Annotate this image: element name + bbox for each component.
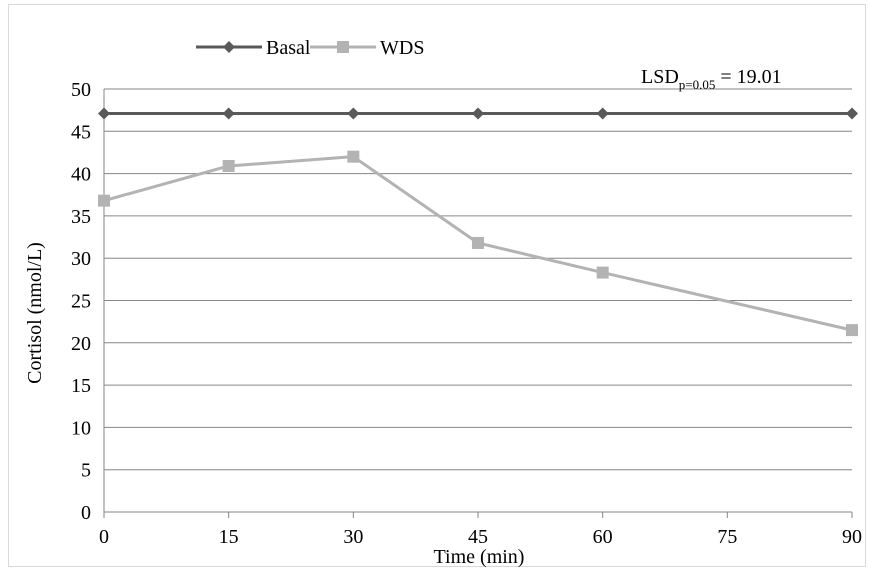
- data-point-basal: [472, 107, 484, 120]
- x-tick-label: 60: [593, 526, 613, 548]
- x-axis-title: Time (min): [434, 546, 525, 568]
- x-tick-label: 0: [99, 526, 109, 548]
- legend-marker-wds: [337, 41, 349, 53]
- x-tick-labels: 0 15 30 45 60 75 90: [99, 526, 862, 548]
- x-tick-label: 45: [468, 526, 488, 548]
- x-tick-label: 30: [343, 526, 363, 548]
- y-tick-label: 35: [71, 206, 91, 228]
- y-tick-label: 5: [81, 460, 91, 482]
- y-tick-label: 40: [71, 164, 91, 186]
- data-point-basal: [347, 107, 360, 120]
- y-tick-label: 50: [71, 79, 91, 101]
- legend-marker-basal: [223, 41, 235, 53]
- data-point-basal: [98, 107, 110, 120]
- x-tick-label: 90: [842, 526, 862, 548]
- y-tick-label: 0: [81, 502, 91, 524]
- data-point-wds: [472, 236, 484, 249]
- x-tick-label: 75: [717, 526, 737, 548]
- y-tick-label: 10: [71, 417, 91, 439]
- legend-label-wds: WDS: [380, 37, 424, 59]
- data-point-wds: [222, 159, 235, 172]
- data-point-basal: [846, 107, 858, 120]
- series-line-wds: [103, 155, 853, 332]
- legend-label-basal: Basal: [266, 37, 311, 59]
- y-tick-labels: 0 5 10 15 20 25 30 35 40 45 50: [71, 79, 91, 524]
- y-tick-label: 45: [71, 121, 91, 143]
- lsd-annotation-subscript: p=0.05: [679, 77, 716, 92]
- series-group: [98, 107, 858, 337]
- lsd-annotation-value: = 19.01: [715, 66, 781, 88]
- legend: Basal WDS: [196, 37, 424, 59]
- y-tick-label: 25: [71, 291, 91, 313]
- y-tick-label: 15: [71, 375, 91, 397]
- x-tick-label: 15: [219, 526, 239, 548]
- data-point-wds: [596, 266, 609, 279]
- data-point-wds: [347, 150, 360, 163]
- data-point-basal: [596, 107, 609, 120]
- y-tick-label: 20: [71, 333, 91, 355]
- axes: [103, 89, 853, 518]
- y-axis-title: Cortisol (nmol/L): [24, 242, 46, 384]
- data-point-basal: [222, 107, 235, 120]
- y-tick-label: 30: [71, 248, 91, 270]
- chart-frame: [8, 4, 866, 567]
- data-point-wds: [98, 194, 110, 207]
- gridlines: [104, 88, 852, 471]
- data-point-wds: [846, 324, 858, 337]
- lsd-annotation: LSDp=0.05 = 19.01: [641, 66, 782, 92]
- lsd-annotation-main: LSD: [641, 66, 679, 88]
